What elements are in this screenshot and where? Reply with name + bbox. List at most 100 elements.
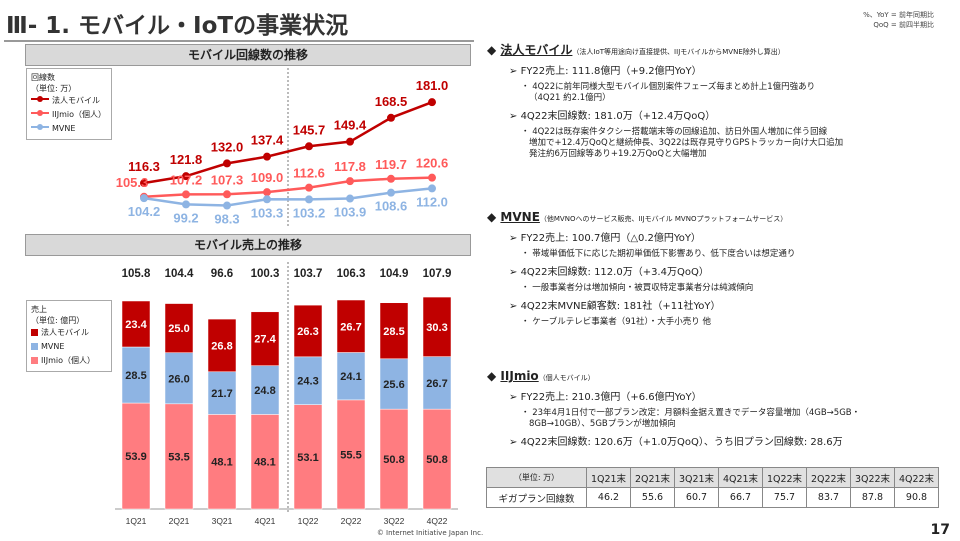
column-header: 1Q21末 <box>586 467 631 488</box>
total-label: 106.3 <box>337 268 366 280</box>
copyright: © Internet Initiative Japan Inc. <box>376 529 484 537</box>
bar-label: 30.3 <box>426 322 447 334</box>
legend-label: IIJmio（個人） <box>52 110 106 119</box>
section-title: MVNE <box>500 210 540 224</box>
data-label: 119.7 <box>375 157 407 172</box>
bar-segment <box>379 358 409 410</box>
bar-segment <box>379 302 409 360</box>
column-header: 3Q21末 <box>674 467 719 488</box>
bar-label: 26.0 <box>168 373 189 385</box>
data-label: 121.8 <box>170 152 203 167</box>
square-marker-icon <box>31 343 38 350</box>
arrow-bullet-icon: ➢ <box>509 437 521 448</box>
data-label: 117.8 <box>334 159 366 174</box>
bar-segment <box>250 414 280 510</box>
bullet-text: 4Q22末回線数: 112.0万（+3.4万QoQ） <box>520 267 709 278</box>
bar-segment <box>250 365 280 415</box>
legend-item-hojin: 法人モバイル <box>31 326 107 340</box>
page-title: Ⅲ- 1. モバイル・IoTの事業状況 <box>6 13 349 39</box>
total-label: 103.7 <box>294 268 323 280</box>
square-marker-icon <box>31 357 38 364</box>
bullet-item: ➢ 4Q22末回線数: 120.6万（+1.0万QoQ）、うち旧プラン回線数: … <box>487 436 860 449</box>
bullet-text: FY22売上: 111.8億円（+9.2億円YoY） <box>520 66 702 77</box>
note-qoq: QoQ = 前四半期比 <box>873 21 934 29</box>
data-label: 149.4 <box>334 118 367 133</box>
table-header-row: （単位: 万） 1Q21末 2Q21末 3Q21末 4Q21末 1Q22末 2Q22末 3Q2… <box>486 467 939 488</box>
section-1: ◆ MVNE（他MVNOへのサービス販売、IIJモバイル MVNOプラットフォー… <box>487 211 795 328</box>
table-cell: 46.2 <box>586 487 631 508</box>
total-label: 105.8 <box>122 268 151 280</box>
legend-title: 売上 <box>31 305 47 314</box>
dot-bullet-icon: ・ <box>521 82 533 92</box>
data-point <box>263 152 271 161</box>
sub-bullet: ・ 4Q22は既存案件タクシー搭載端末等の回線追加、訪日外国人増加に伴う回線 増… <box>487 127 843 160</box>
data-label: 104.2 <box>128 204 161 219</box>
bar-segment <box>250 311 280 366</box>
table-cell: 83.7 <box>806 487 851 508</box>
section-0: ◆ 法人モバイル（法人IoT等用途向け直接提供、IIJモバイルからMVNE除外し… <box>487 44 843 160</box>
data-point <box>387 113 395 122</box>
bar-segment <box>207 318 237 373</box>
legend-item-mvne: MVNE <box>31 340 107 354</box>
x-tick-label: 3Q21 <box>212 516 233 526</box>
bullet-item: ➢ 4Q22末回線数: 112.0万（+3.4万QoQ） <box>487 266 795 279</box>
bullet-item: ➢ FY22売上: 100.7億円（△0.2億円YoY） <box>487 232 795 245</box>
bar-label: 25.0 <box>168 323 189 335</box>
dot-bullet-icon: ・ <box>521 408 533 418</box>
table-cell: 55.6 <box>630 487 675 508</box>
title-divider <box>4 40 474 42</box>
data-point <box>387 174 395 183</box>
bar-segment <box>164 303 194 353</box>
column-header: 2Q21末 <box>630 467 675 488</box>
bar-label: 25.6 <box>383 379 404 391</box>
bar-segment <box>422 356 452 410</box>
series-line-0 <box>143 100 433 185</box>
data-point <box>263 195 271 204</box>
total-label: 96.6 <box>211 268 233 280</box>
bar-segment <box>379 408 409 510</box>
line-marker-icon <box>31 124 49 130</box>
data-point <box>223 159 231 168</box>
legend-label: 法人モバイル <box>41 328 89 337</box>
bar-label: 53.1 <box>297 452 318 464</box>
arrow-bullet-icon: ➢ <box>509 392 521 403</box>
series-line-2 <box>143 187 433 207</box>
data-label: 103.2 <box>293 205 326 220</box>
data-label: 132.0 <box>211 139 244 154</box>
data-point <box>263 188 271 197</box>
data-point <box>428 173 436 182</box>
data-label: 112.6 <box>293 166 325 181</box>
data-label: 105.3 <box>116 175 149 190</box>
data-label: 168.5 <box>375 94 408 109</box>
legend-unit: （単位: 億円） <box>31 316 85 325</box>
legend-label: 法人モバイル <box>52 96 100 105</box>
bar-label: 55.5 <box>340 449 361 461</box>
bar-label: 24.1 <box>340 371 361 383</box>
data-point <box>346 137 354 146</box>
sub-bullet-text: 23年4月1日付で一部プラン改定：月額料金据え置きでデータ容量増加（4GB→5G… <box>529 408 861 429</box>
bar-chart-title: モバイル売上の推移 <box>25 234 471 256</box>
arrow-bullet-icon: ➢ <box>509 66 521 77</box>
data-point <box>182 172 190 181</box>
sub-bullet: ・ 4Q22に前年同様大型モバイル個別案件フェーズ毎まとめ計上1億円強あり （4… <box>487 82 843 104</box>
bar-label: 53.5 <box>168 451 189 463</box>
sub-bullet-text: 4Q22に前年同様大型モバイル個別案件フェーズ毎まとめ計上1億円強あり （4Q2… <box>529 82 816 103</box>
section-heading: ◆ MVNE（他MVNOへのサービス販売、IIJモバイル MVNOプラットフォー… <box>487 211 795 226</box>
arrow-bullet-icon: ➢ <box>509 111 521 122</box>
sub-bullet: ・ ケーブルテレビ事業者（91社）・大手小売り 他 <box>487 317 795 328</box>
section-title: 法人モバイル <box>500 43 573 57</box>
bar-segment <box>121 346 151 404</box>
giga-plan-table: （単位: 万） 1Q21末 2Q21末 3Q21末 4Q21末 1Q22末 2Q22末 3Q2… <box>486 467 939 508</box>
table-cell: 60.7 <box>674 487 719 508</box>
bar-segment <box>121 300 151 348</box>
column-header: 4Q21末 <box>718 467 763 488</box>
table-cell: 75.7 <box>762 487 807 508</box>
page-number: 17 <box>930 522 950 538</box>
data-label: 103.3 <box>251 205 284 220</box>
bar-segment <box>336 399 366 510</box>
bar-segment <box>336 352 366 401</box>
data-point <box>223 190 231 199</box>
bar-label: 53.9 <box>125 451 146 463</box>
line-chart-title: モバイル回線数の推移 <box>25 44 471 66</box>
column-header: 1Q22末 <box>762 467 807 488</box>
